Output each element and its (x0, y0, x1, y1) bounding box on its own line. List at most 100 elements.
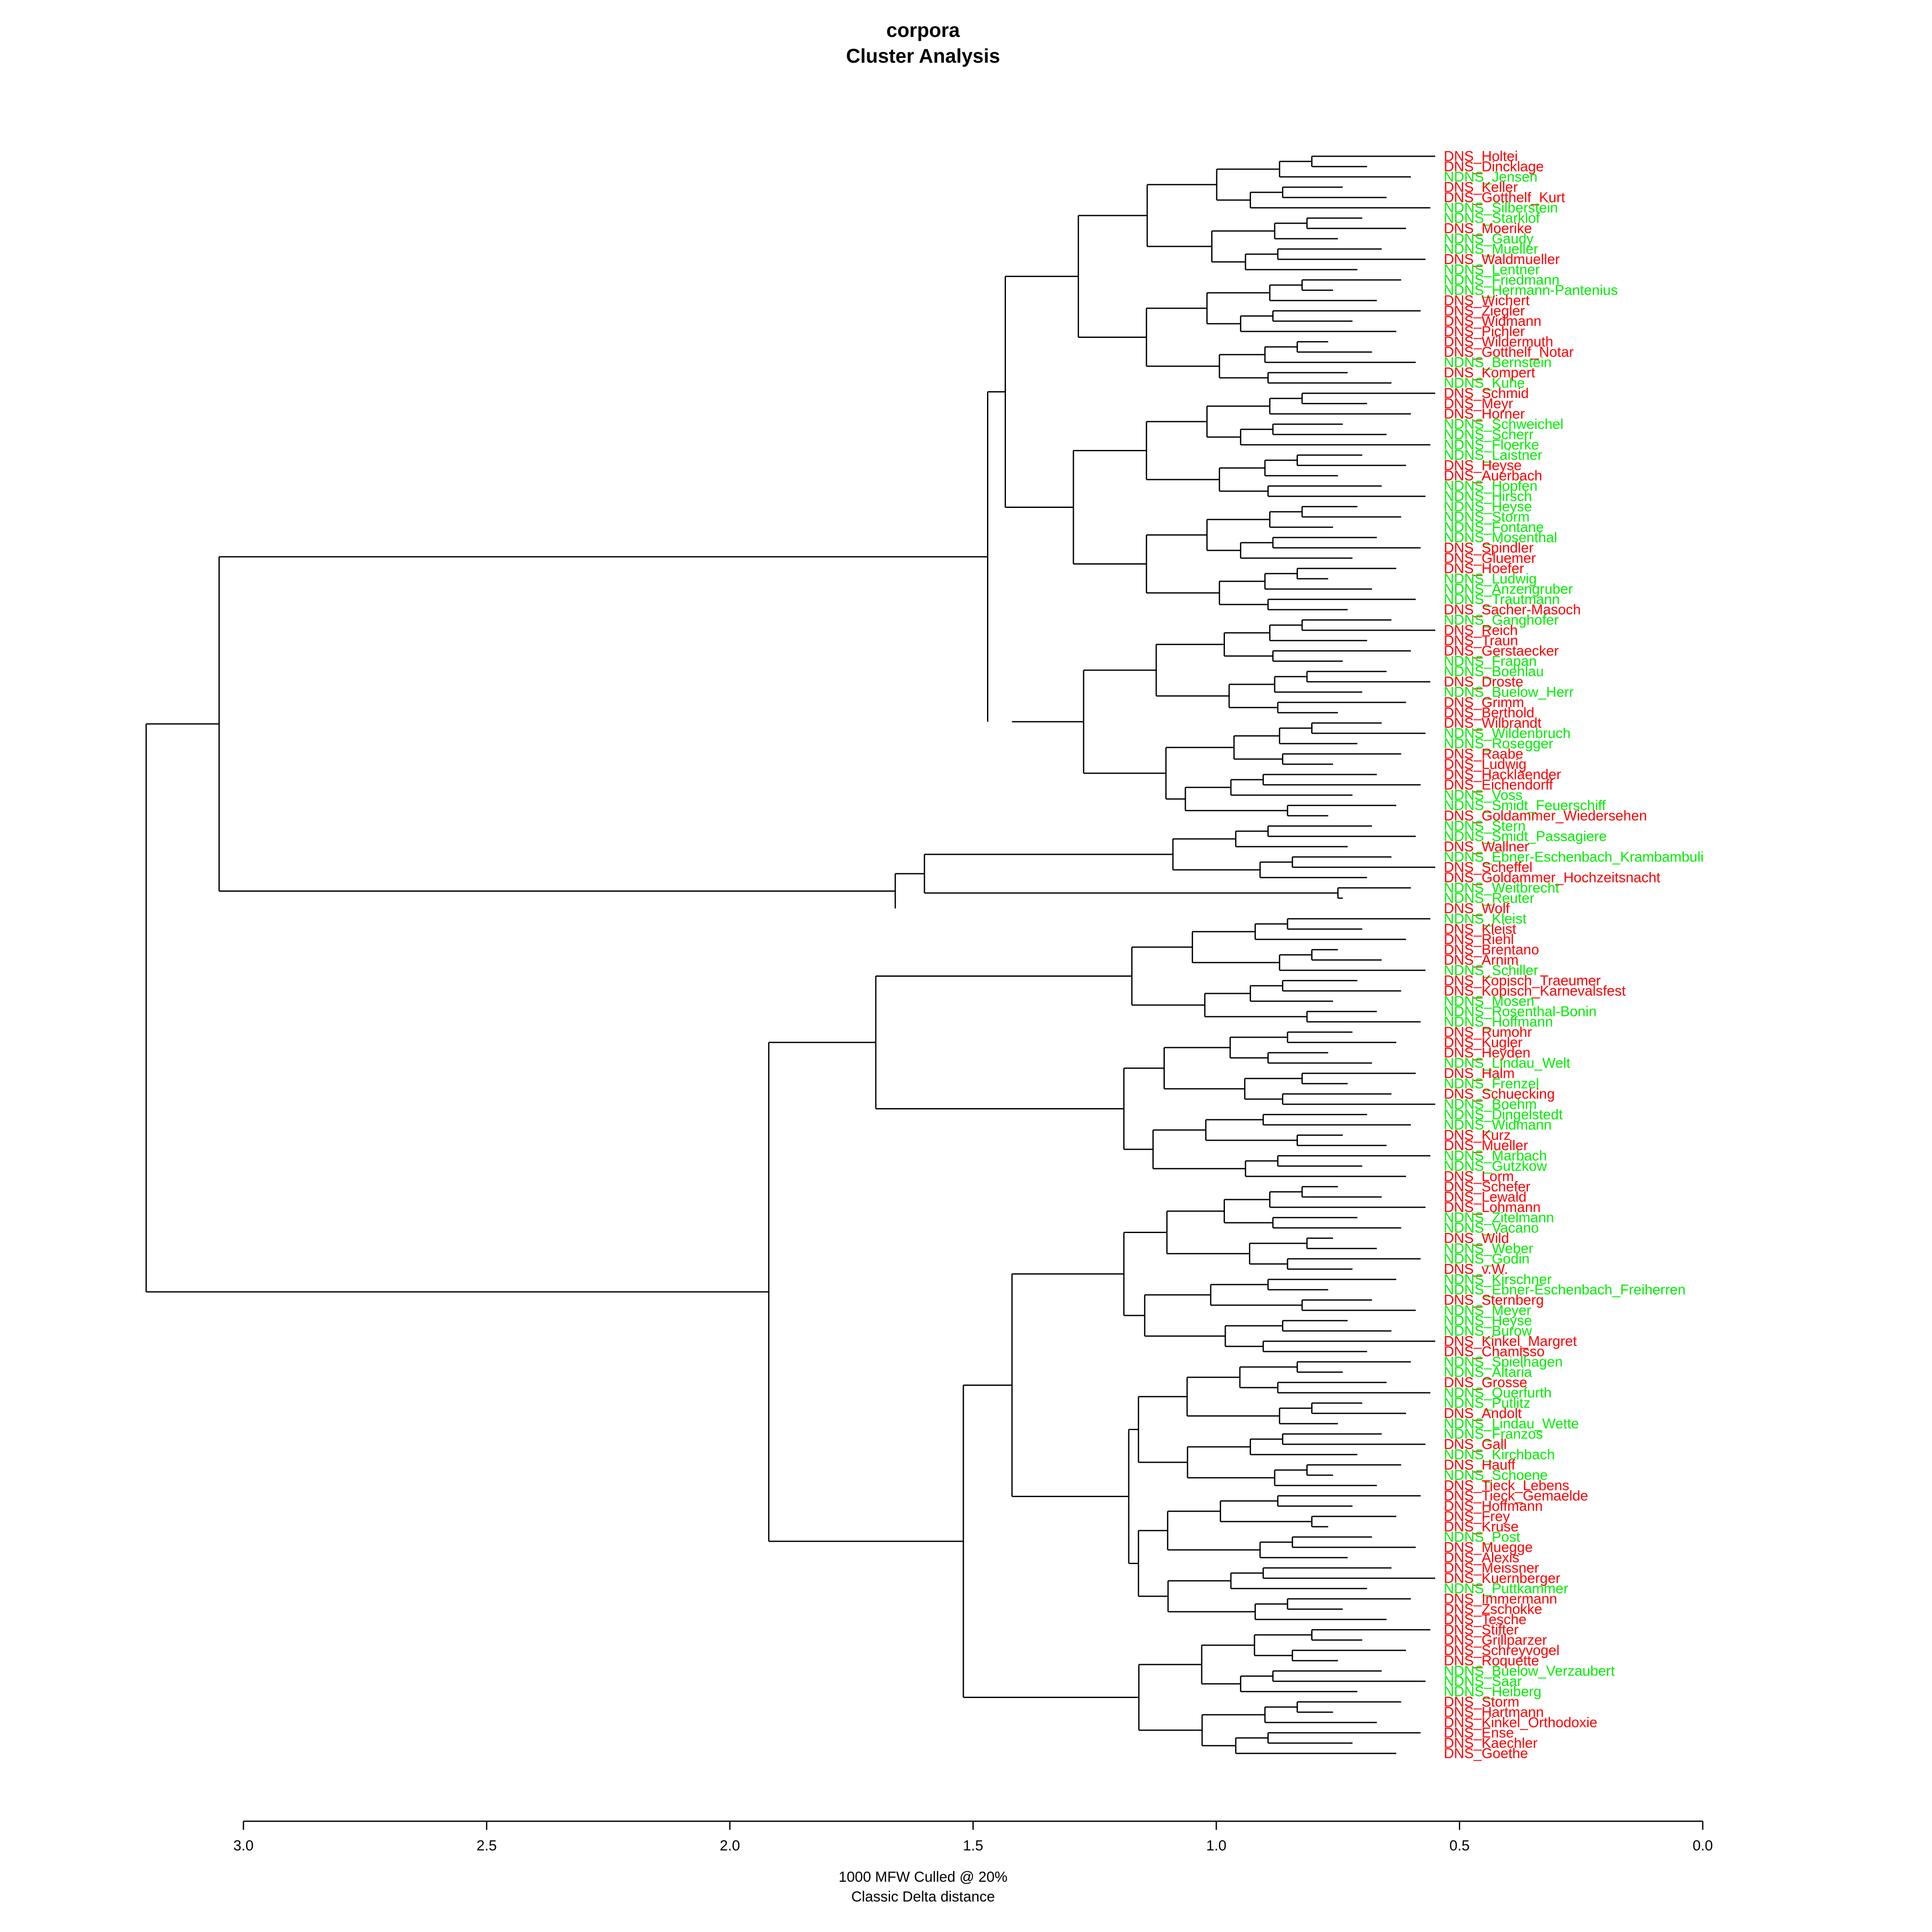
leaf-label: DNS_Gotthelf_Kurt (1444, 189, 1565, 205)
leaf-label: DNS_Wilbrandt (1444, 715, 1541, 731)
leaf-label: NDNS_Schoene (1444, 1467, 1548, 1483)
leaf-label: NDNS_Rosegger (1444, 735, 1553, 751)
leaf-label: NDNS_Gaudy (1444, 231, 1534, 246)
leaf-label: NDNS_Kirschner (1444, 1271, 1552, 1287)
leaf-label: DNS_Berthold (1444, 705, 1534, 720)
leaf-label: DNS_Hoffmann (1444, 1498, 1543, 1514)
leaf-label: NDNS_Voss (1444, 787, 1522, 803)
leaf-label: DNS_Kuernberger (1444, 1570, 1560, 1586)
leaf-label: DNS_Kurz (1444, 1127, 1511, 1143)
leaf-label: DNS_Schreyvogel (1444, 1642, 1560, 1658)
leaf-label: DNS_Grillparzer (1444, 1632, 1547, 1648)
leaf-label: DNS_Reich (1444, 622, 1518, 638)
leaf-label: DNS_Hauff (1444, 1457, 1516, 1473)
leaf-label: NDNS_Godin (1444, 1251, 1530, 1267)
leaf-label: DNS_Gall (1444, 1436, 1507, 1452)
leaf-label: DNS_Keller (1444, 179, 1518, 195)
leaf-label: DNS_Auerbach (1444, 468, 1542, 483)
leaf-label: DNS_Kopisch_Karnevalsfest (1444, 983, 1626, 999)
leaf-label: DNS_Wildermuth (1444, 334, 1553, 349)
leaf-label: NDNS_Hopfen (1444, 478, 1537, 494)
leaf-label: NDNS_Lentner (1444, 261, 1540, 277)
leaf-label: DNS_Zschokke (1444, 1601, 1542, 1617)
leaf-label: DNS_Waldmueller (1444, 251, 1560, 267)
leaf-label: DNS_Eichendorff (1444, 777, 1553, 793)
leaf-label: DNS_Brentano (1444, 942, 1539, 957)
leaf-label: NDNS_Dingelstedt (1444, 1106, 1563, 1122)
leaf-label: NDNS_Floerke (1444, 437, 1539, 453)
leaf-label: DNS_Goldammer_Wiedersehen (1444, 808, 1647, 823)
axis-caption-line-2: Classic Delta distance (851, 1889, 995, 1905)
leaf-label: DNS_Riehl (1444, 931, 1514, 947)
leaf-label: DNS_Kaechler (1444, 1735, 1537, 1751)
leaf-label: DNS_Hacklaender (1444, 766, 1561, 782)
leaf-label: DNS_Gotthelf_Notar (1444, 344, 1574, 360)
leaf-label: DNS_Traun (1444, 632, 1518, 648)
leaf-label: NDNS_Burow (1444, 1323, 1532, 1339)
leaf-label: NDNS_Putlitz (1444, 1395, 1531, 1411)
leaf-label: NDNS_Lindau_Wette (1444, 1416, 1579, 1431)
leaf-label: NDNS_Mosen (1444, 993, 1534, 1009)
x-axis-tick-label: 2.0 (720, 1838, 740, 1854)
leaf-label: DNS_Schefer (1444, 1179, 1531, 1194)
leaf-label: DNS_Schmid (1444, 385, 1529, 401)
leaf-label: NDNS_Hirsch (1444, 488, 1532, 504)
leaf-label: NDNS_Hoffmann (1444, 1014, 1553, 1030)
leaf-label: DNS_Heyse (1444, 457, 1522, 473)
leaf-label: NDNS_Hermann-Pantenius (1444, 282, 1618, 298)
leaf-label: DNS_Tesche (1444, 1611, 1527, 1627)
leaf-label: NDNS_Kirchbach (1444, 1446, 1555, 1462)
leaf-label: DNS_Kleist (1444, 921, 1516, 937)
leaf-label: DNS_Grimm (1444, 694, 1524, 710)
leaf-label: NDNS_Scherr (1444, 426, 1534, 442)
leaf-label: NDNS_Silberstein (1444, 200, 1558, 216)
leaf-label: DNS_Kinkel_Margret (1444, 1333, 1577, 1349)
leaf-labels: DNS_HolteiDNS_DincklageNDNS_JensenDNS_Ke… (1444, 148, 1704, 1761)
leaf-label: DNS_Ense (1444, 1725, 1514, 1741)
leaf-label: DNS_Arnim (1444, 952, 1519, 968)
leaf-label: NDNS_Wildenbruch (1444, 725, 1571, 741)
leaf-label: DNS_Mueller (1444, 1137, 1528, 1153)
leaf-label: NDNS_Anzengruber (1444, 581, 1573, 597)
leaf-label: NDNS_Boehm (1444, 1096, 1537, 1112)
leaf-label: NDNS_Smidt_Passagiere (1444, 828, 1607, 844)
leaf-label: DNS_v.W. (1444, 1261, 1508, 1277)
leaf-label: NDNS_Widmann (1444, 1117, 1552, 1133)
leaf-label: DNS_Meissner (1444, 1560, 1539, 1576)
leaf-label: NDNS_Stern (1444, 818, 1526, 834)
leaf-label: DNS_Spindler (1444, 540, 1534, 556)
leaf-label: DNS_Storm (1444, 1694, 1519, 1710)
leaf-label: NDNS_Heiberg (1444, 1683, 1541, 1699)
leaf-label: NDNS_Frenzel (1444, 1075, 1539, 1091)
leaf-label: DNS_Grosse (1444, 1374, 1527, 1390)
chart-title: corpora (886, 19, 960, 41)
leaf-label: NDNS_Trautmann (1444, 591, 1560, 607)
leaf-label: NDNS_Boehlau (1444, 663, 1544, 679)
leaf-label: DNS_Gerstaecker (1444, 643, 1559, 659)
chart-subtitle: Cluster Analysis (846, 45, 1000, 67)
leaf-label: DNS_Sternberg (1444, 1292, 1544, 1308)
x-axis-tick-label: 0.5 (1449, 1838, 1470, 1854)
leaf-label: DNS_Andolt (1444, 1405, 1522, 1421)
leaf-label: DNS_Kinkel_Orthodoxie (1444, 1714, 1598, 1730)
leaf-label: DNS_Muegge (1444, 1539, 1533, 1555)
leaf-label: NDNS_Rosenthal-Bonin (1444, 1003, 1597, 1019)
leaf-label: NDNS_Jensen (1444, 169, 1537, 185)
leaf-label: DNS_Hartmann (1444, 1704, 1544, 1720)
leaf-label: NDNS_Weitbrecht (1444, 880, 1559, 896)
leaf-label: NDNS_Bernstein (1444, 354, 1552, 370)
leaf-label: DNS_Ludwig (1444, 756, 1527, 772)
leaf-label: DNS_Heyden (1444, 1045, 1531, 1060)
leaf-label: DNS_Goldammer_Hochzeitsnacht (1444, 869, 1660, 885)
leaf-label: DNS_Scheffel (1444, 859, 1533, 875)
x-axis-tick-label: 1.0 (1206, 1838, 1226, 1854)
x-axis-tick-label: 3.0 (233, 1838, 253, 1854)
leaf-label: NDNS_Storm (1444, 509, 1530, 525)
leaf-label: NDNS_Laistner (1444, 447, 1542, 463)
leaf-label: DNS_Wichert (1444, 292, 1530, 308)
leaf-label: NDNS_Heyse (1444, 1312, 1532, 1328)
leaf-label: NDNS_Gutzkow (1444, 1158, 1547, 1174)
leaf-label: NDNS_Lindau_Welt (1444, 1055, 1571, 1071)
leaf-label: DNS_Goethe (1444, 1745, 1528, 1761)
leaf-label: DNS_Tieck_Gemaelde (1444, 1488, 1588, 1504)
